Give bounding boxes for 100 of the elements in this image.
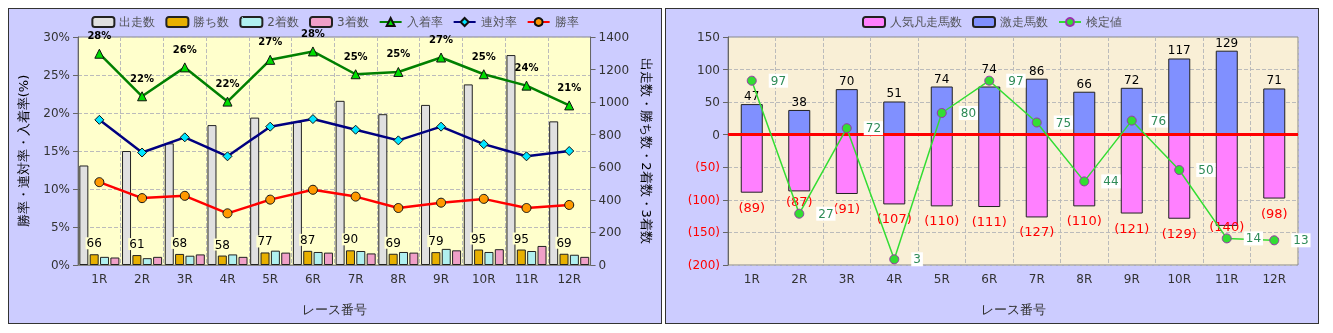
data-label: 44 [1103, 174, 1119, 189]
y-tick-label: 10% [43, 182, 70, 196]
bar [1263, 134, 1286, 199]
bar [79, 165, 89, 265]
x-tick-label: 1R [91, 272, 108, 286]
data-label: (121) [1114, 220, 1150, 236]
data-label: 28% [87, 30, 112, 42]
x-tick-label: 1R [743, 272, 760, 286]
y2-axis-title: 出走数・勝ち数・2着数・3着数 [639, 58, 654, 244]
y-tick-label: 20% [43, 106, 70, 120]
data-label: 74 [981, 62, 997, 77]
y2-tick-label: 1000 [598, 95, 630, 110]
y-axis-title: 勝率・連対率・入着率(%) [16, 74, 31, 228]
data-label: 66 [1076, 76, 1092, 91]
point [1221, 233, 1232, 244]
y-tick-label: (50) [695, 160, 720, 175]
data-label: 77 [257, 234, 273, 249]
data-label: 69 [556, 235, 572, 250]
data-label: 21% [557, 81, 582, 93]
data-label: 61 [129, 237, 145, 252]
x-tick-label: 11R [1214, 272, 1239, 286]
x-axis-title: レース番号 [301, 302, 367, 317]
x-tick-label: 4R [219, 272, 236, 286]
y-tick-label: (200) [687, 258, 720, 272]
y-tick-label: 50 [704, 95, 720, 110]
data-label: 79 [428, 234, 444, 249]
y-tick-label: 0% [50, 258, 70, 272]
bar [1025, 134, 1048, 218]
data-label: 72 [1124, 72, 1140, 87]
data-label: 70 [839, 74, 855, 89]
data-label: 97 [770, 73, 787, 88]
bar [1073, 134, 1096, 207]
data-label: (129) [1161, 225, 1197, 241]
point [936, 108, 947, 118]
data-label: 27 [818, 206, 834, 221]
x-tick-label: 5R [262, 272, 279, 286]
data-label: (89) [738, 199, 766, 215]
x-tick-label: 6R [304, 272, 321, 286]
data-label: (111) [971, 214, 1007, 230]
data-label: 90 [342, 232, 359, 247]
point [746, 75, 757, 86]
bar [788, 109, 811, 135]
data-label: 72 [865, 121, 882, 136]
point [984, 75, 995, 86]
data-label: 14 [1245, 231, 1262, 246]
point [794, 208, 805, 219]
data-label: (110) [924, 213, 960, 229]
point [1126, 115, 1137, 126]
data-label: 86 [1029, 63, 1045, 78]
bar [1120, 134, 1143, 214]
data-label: 117 [1167, 43, 1191, 58]
y-tick-label: 150 [697, 30, 720, 44]
y2-tick-label: 0 [598, 258, 607, 272]
x-tick-label: 4R [886, 272, 903, 286]
point [1174, 165, 1185, 175]
data-label: 27% [258, 36, 283, 48]
bar [740, 104, 763, 135]
bar [883, 134, 906, 205]
data-label: 26% [172, 43, 197, 55]
x-tick-label: 12R [1262, 272, 1287, 286]
data-label: 74 [934, 71, 950, 86]
data-label: 22% [215, 78, 240, 90]
bar [835, 134, 858, 194]
x-axis-title: レース番号 [980, 302, 1046, 317]
data-label: 3 [913, 252, 921, 267]
data-label: (127) [1019, 224, 1055, 240]
y-tick-label: 25% [43, 68, 70, 82]
x-tick-label: 5R [933, 272, 950, 286]
data-label: 25% [471, 50, 496, 62]
data-label: 95 [513, 231, 529, 246]
y-tick-label: 100 [697, 62, 720, 77]
legend-label: 入着率 [406, 15, 443, 29]
y-tick-label: 15% [43, 144, 70, 158]
bar [366, 253, 376, 265]
bar [788, 134, 811, 192]
x-tick-label: 12R [557, 272, 582, 286]
bar [740, 134, 763, 193]
data-label: 24% [514, 62, 539, 74]
legend-label: 出走数 [119, 15, 156, 29]
y2-tick-label: 800 [598, 127, 622, 142]
data-label: 25% [386, 48, 411, 60]
data-label: 97 [1008, 73, 1024, 88]
bar [1168, 58, 1191, 135]
bar [883, 101, 906, 135]
legend-label: 3着数 [337, 15, 369, 29]
bar [930, 134, 953, 207]
x-tick-label: 6R [981, 272, 998, 286]
legend-label: 2着数 [267, 15, 300, 29]
data-label: 129 [1215, 35, 1239, 50]
bar [1263, 88, 1286, 135]
bar [978, 86, 1001, 135]
data-label: 27% [429, 34, 454, 46]
legend-label: 激走馬数 [1000, 15, 1048, 29]
x-tick-label: 2R [134, 272, 151, 286]
x-tick-label: 9R [1123, 272, 1140, 286]
y2-tick-label: 1200 [598, 62, 630, 77]
data-label: 95 [470, 231, 487, 246]
y2-tick-label: 1400 [598, 30, 630, 44]
bar [1215, 50, 1238, 135]
bar [978, 134, 1001, 208]
